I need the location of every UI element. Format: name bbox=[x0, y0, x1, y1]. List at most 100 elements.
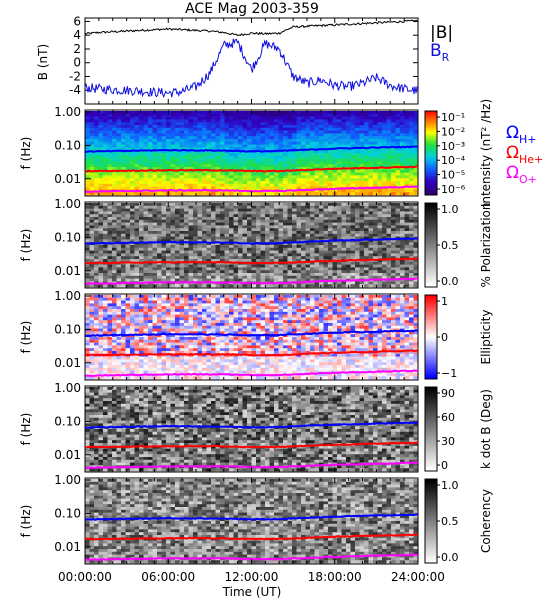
spectrogram-cell bbox=[143, 250, 149, 254]
spectrogram-cell bbox=[278, 219, 284, 223]
spectrogram-cell bbox=[94, 228, 99, 232]
spectrogram-cell bbox=[229, 239, 234, 243]
spectrogram-cell bbox=[125, 153, 131, 157]
spectrogram-cell bbox=[112, 309, 117, 313]
spectrogram-cell bbox=[346, 303, 351, 307]
spectrogram-cell bbox=[107, 217, 113, 221]
spectrogram-cell bbox=[350, 295, 356, 299]
spectrogram-cell bbox=[116, 127, 122, 131]
spectrogram-cell bbox=[116, 144, 122, 148]
spectrogram-cell bbox=[98, 208, 104, 212]
spectrogram-cell bbox=[188, 222, 194, 226]
spectrogram-cell bbox=[98, 113, 104, 117]
spectrogram-cell bbox=[229, 119, 234, 123]
spectrogram-cell bbox=[364, 245, 369, 249]
spectrogram-cell bbox=[134, 236, 140, 240]
spectrogram-cell bbox=[260, 303, 266, 307]
spectrogram-cell bbox=[134, 164, 140, 168]
spectrogram-cell bbox=[215, 164, 221, 168]
spectrogram-cell bbox=[197, 247, 203, 251]
spectrogram-cell bbox=[287, 181, 293, 185]
spectrogram-cell bbox=[301, 136, 306, 140]
spectrogram-cell bbox=[368, 150, 374, 154]
spectrogram-cell bbox=[328, 236, 333, 240]
spectrogram-cell bbox=[175, 214, 180, 218]
spectrogram-cell bbox=[247, 256, 252, 260]
spectrogram-cell bbox=[247, 303, 252, 307]
spectrogram-cell bbox=[395, 116, 401, 120]
spectrogram-cell bbox=[148, 139, 153, 143]
spectrogram-cell bbox=[355, 178, 360, 182]
spectrogram-cell bbox=[265, 125, 270, 129]
spectrogram-cell bbox=[188, 119, 194, 123]
spectrogram-cell bbox=[179, 150, 185, 154]
spectrogram-cell bbox=[170, 242, 176, 246]
spectrogram-cell bbox=[193, 250, 198, 254]
spectrogram-cell bbox=[377, 303, 383, 307]
spectrogram-cell bbox=[413, 219, 419, 223]
spectrogram-cell bbox=[247, 144, 252, 148]
spectrogram-cell bbox=[323, 183, 329, 187]
spectrogram-cell bbox=[301, 164, 306, 168]
spectrogram-cell bbox=[319, 270, 324, 274]
spectrogram-cell bbox=[211, 164, 216, 168]
spectrogram-cell bbox=[188, 186, 194, 190]
spectrogram-cell bbox=[188, 136, 194, 140]
spectrogram-cell bbox=[233, 306, 239, 310]
spectrogram-cell bbox=[310, 214, 315, 218]
spectrogram-cell bbox=[341, 256, 347, 260]
spectrogram-cell bbox=[301, 139, 306, 143]
spectrogram-cell bbox=[274, 222, 279, 226]
spectrogram-cell bbox=[265, 239, 270, 243]
spectrogram-cell bbox=[265, 130, 270, 134]
spectrogram-cell bbox=[292, 297, 297, 301]
spectrogram-cell bbox=[346, 119, 351, 123]
spectrogram-cell bbox=[148, 133, 153, 137]
spectrogram-cell bbox=[202, 122, 207, 126]
spectrogram-cell bbox=[301, 250, 306, 254]
spectrogram-cell bbox=[251, 250, 257, 254]
spectrogram-cell bbox=[355, 181, 360, 185]
spectrogram-cell bbox=[404, 239, 410, 243]
spectrogram-cell bbox=[314, 161, 320, 165]
spectrogram-cell bbox=[130, 253, 135, 257]
spectrogram-cell bbox=[134, 231, 140, 235]
spectrogram-cell bbox=[409, 259, 414, 263]
spectrogram-cell bbox=[355, 250, 360, 254]
spectrogram-cell bbox=[292, 116, 297, 120]
spectrogram-cell bbox=[229, 158, 234, 162]
spectrogram-cell bbox=[134, 208, 140, 212]
spectrogram-cell bbox=[256, 278, 261, 282]
spectrogram-cell bbox=[346, 155, 351, 159]
spectrogram-cell bbox=[350, 228, 356, 232]
spectrogram-cell bbox=[202, 167, 207, 171]
spectrogram-cell bbox=[323, 136, 329, 140]
spectrogram-cell bbox=[328, 122, 333, 126]
spectrogram-cell bbox=[292, 125, 297, 129]
spectrogram-cell bbox=[179, 309, 185, 313]
spectrogram-cell bbox=[224, 153, 230, 157]
spectrogram-cell bbox=[274, 122, 279, 126]
spectrogram-cell bbox=[319, 169, 324, 173]
spectrogram-cell bbox=[319, 275, 324, 279]
spectrogram-cell bbox=[391, 245, 396, 249]
spectrogram-cell bbox=[287, 239, 293, 243]
spectrogram-cell bbox=[301, 122, 306, 126]
spectrogram-cell bbox=[224, 284, 230, 288]
spectrogram-cell bbox=[382, 189, 387, 193]
spectrogram-cell bbox=[85, 264, 90, 268]
spectrogram-cell bbox=[121, 228, 126, 232]
spectrogram-cell bbox=[314, 247, 320, 251]
spectrogram-cell bbox=[215, 275, 221, 279]
spectrogram-cell bbox=[247, 125, 252, 129]
spectrogram-cell bbox=[148, 253, 153, 257]
spectrogram-cell bbox=[310, 139, 315, 143]
spectrogram-cell bbox=[103, 158, 108, 162]
spectrogram-cell bbox=[89, 306, 95, 310]
spectrogram-cell bbox=[386, 219, 392, 223]
spectrogram-cell bbox=[287, 211, 293, 215]
spectrogram-cell bbox=[391, 214, 396, 218]
spectrogram-cell bbox=[386, 205, 392, 209]
spectrogram-cell bbox=[134, 178, 140, 182]
spectrogram-cell bbox=[238, 183, 243, 187]
